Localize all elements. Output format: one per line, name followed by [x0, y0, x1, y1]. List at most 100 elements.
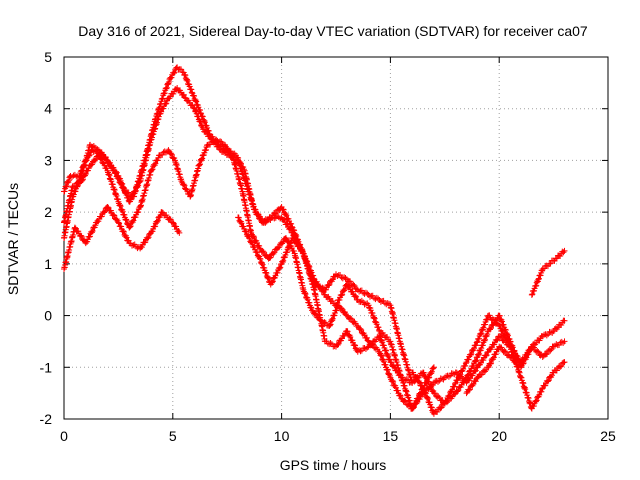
data-marker [389, 377, 396, 384]
data-marker [123, 191, 130, 198]
data-marker [383, 347, 390, 354]
data-marker [472, 358, 479, 365]
data-marker [285, 244, 292, 251]
data-marker [443, 397, 450, 404]
data-marker [502, 333, 509, 340]
x-tick-label: 5 [169, 428, 177, 444]
data-marker [475, 352, 482, 359]
data-marker [531, 287, 538, 294]
data-marker [353, 293, 360, 300]
data-marker [523, 354, 530, 361]
data-marker [133, 183, 140, 190]
data-marker [238, 220, 245, 227]
data-marker [81, 172, 88, 179]
data-marker [455, 387, 462, 394]
x-tick-label: 10 [274, 428, 290, 444]
data-marker [380, 358, 387, 365]
data-marker [257, 255, 264, 262]
data-marker [371, 315, 378, 322]
data-marker [317, 283, 324, 290]
data-marker [89, 228, 96, 235]
data-marker [469, 372, 476, 379]
data-marker [233, 156, 240, 163]
data-marker [482, 368, 489, 375]
data-marker [481, 337, 488, 344]
data-marker [250, 233, 257, 240]
data-marker [489, 355, 496, 362]
data-marker [384, 367, 391, 374]
data-marker [276, 244, 283, 251]
data-marker [274, 269, 281, 276]
data-marker [70, 191, 77, 198]
data-marker [127, 196, 134, 203]
data-marker [123, 216, 130, 223]
data-point [539, 353, 546, 360]
data-marker [357, 348, 364, 355]
data-marker [319, 287, 326, 294]
data-marker [545, 377, 552, 384]
data-marker [466, 386, 473, 393]
data-marker [454, 370, 461, 377]
data-marker [129, 193, 136, 200]
data-marker [491, 341, 498, 348]
data-marker [357, 298, 364, 305]
y-tick-label: 2 [44, 204, 52, 220]
data-marker [480, 324, 487, 331]
data-marker [197, 107, 203, 114]
data-marker [422, 390, 429, 397]
data-marker [544, 378, 551, 385]
data-marker [428, 383, 435, 390]
data-marker [377, 298, 384, 305]
data-marker [473, 339, 480, 346]
data-marker [385, 353, 392, 360]
data-marker [283, 212, 290, 219]
data-marker [110, 164, 117, 171]
tick-labels: 0 5 10 15 20 25 -2 -1 0 1 2 3 4 5 [40, 49, 616, 444]
data-marker [261, 264, 268, 271]
data-marker [158, 108, 165, 115]
data-marker [243, 228, 250, 235]
data-marker [112, 168, 119, 175]
data-marker [127, 223, 134, 230]
data-marker [483, 352, 490, 359]
data-marker [384, 366, 391, 373]
data-marker [117, 203, 124, 210]
data-marker [482, 336, 489, 343]
data-marker [391, 364, 398, 371]
data-marker [361, 301, 368, 308]
data-marker [101, 162, 108, 169]
data-marker [452, 380, 458, 387]
data-marker [119, 180, 126, 187]
data-marker [560, 249, 567, 256]
data-marker [61, 188, 68, 195]
data-marker [547, 329, 554, 336]
data-marker [328, 316, 335, 323]
data-marker [344, 328, 351, 335]
data-marker [525, 351, 532, 358]
data-marker [70, 172, 77, 179]
data-marker [165, 79, 172, 86]
data-marker [197, 161, 203, 168]
data-point [561, 338, 568, 345]
data-series-7 [430, 317, 568, 386]
data-marker [487, 325, 494, 332]
data-marker [371, 314, 378, 321]
data-marker [271, 249, 278, 256]
data-marker [508, 345, 515, 352]
data-marker [311, 310, 318, 317]
data-marker [167, 75, 174, 82]
data-marker [428, 368, 435, 375]
data-marker [478, 371, 485, 378]
data-marker [396, 392, 403, 399]
data-marker [97, 155, 104, 162]
data-marker [453, 369, 460, 376]
data-marker [401, 397, 408, 404]
data-marker [286, 225, 293, 232]
data-point [430, 364, 437, 371]
x-tick-label: 15 [383, 428, 399, 444]
data-point [535, 276, 542, 283]
data-marker [490, 316, 497, 323]
data-point [474, 374, 481, 381]
data-marker [533, 397, 540, 404]
data-marker [401, 376, 407, 383]
